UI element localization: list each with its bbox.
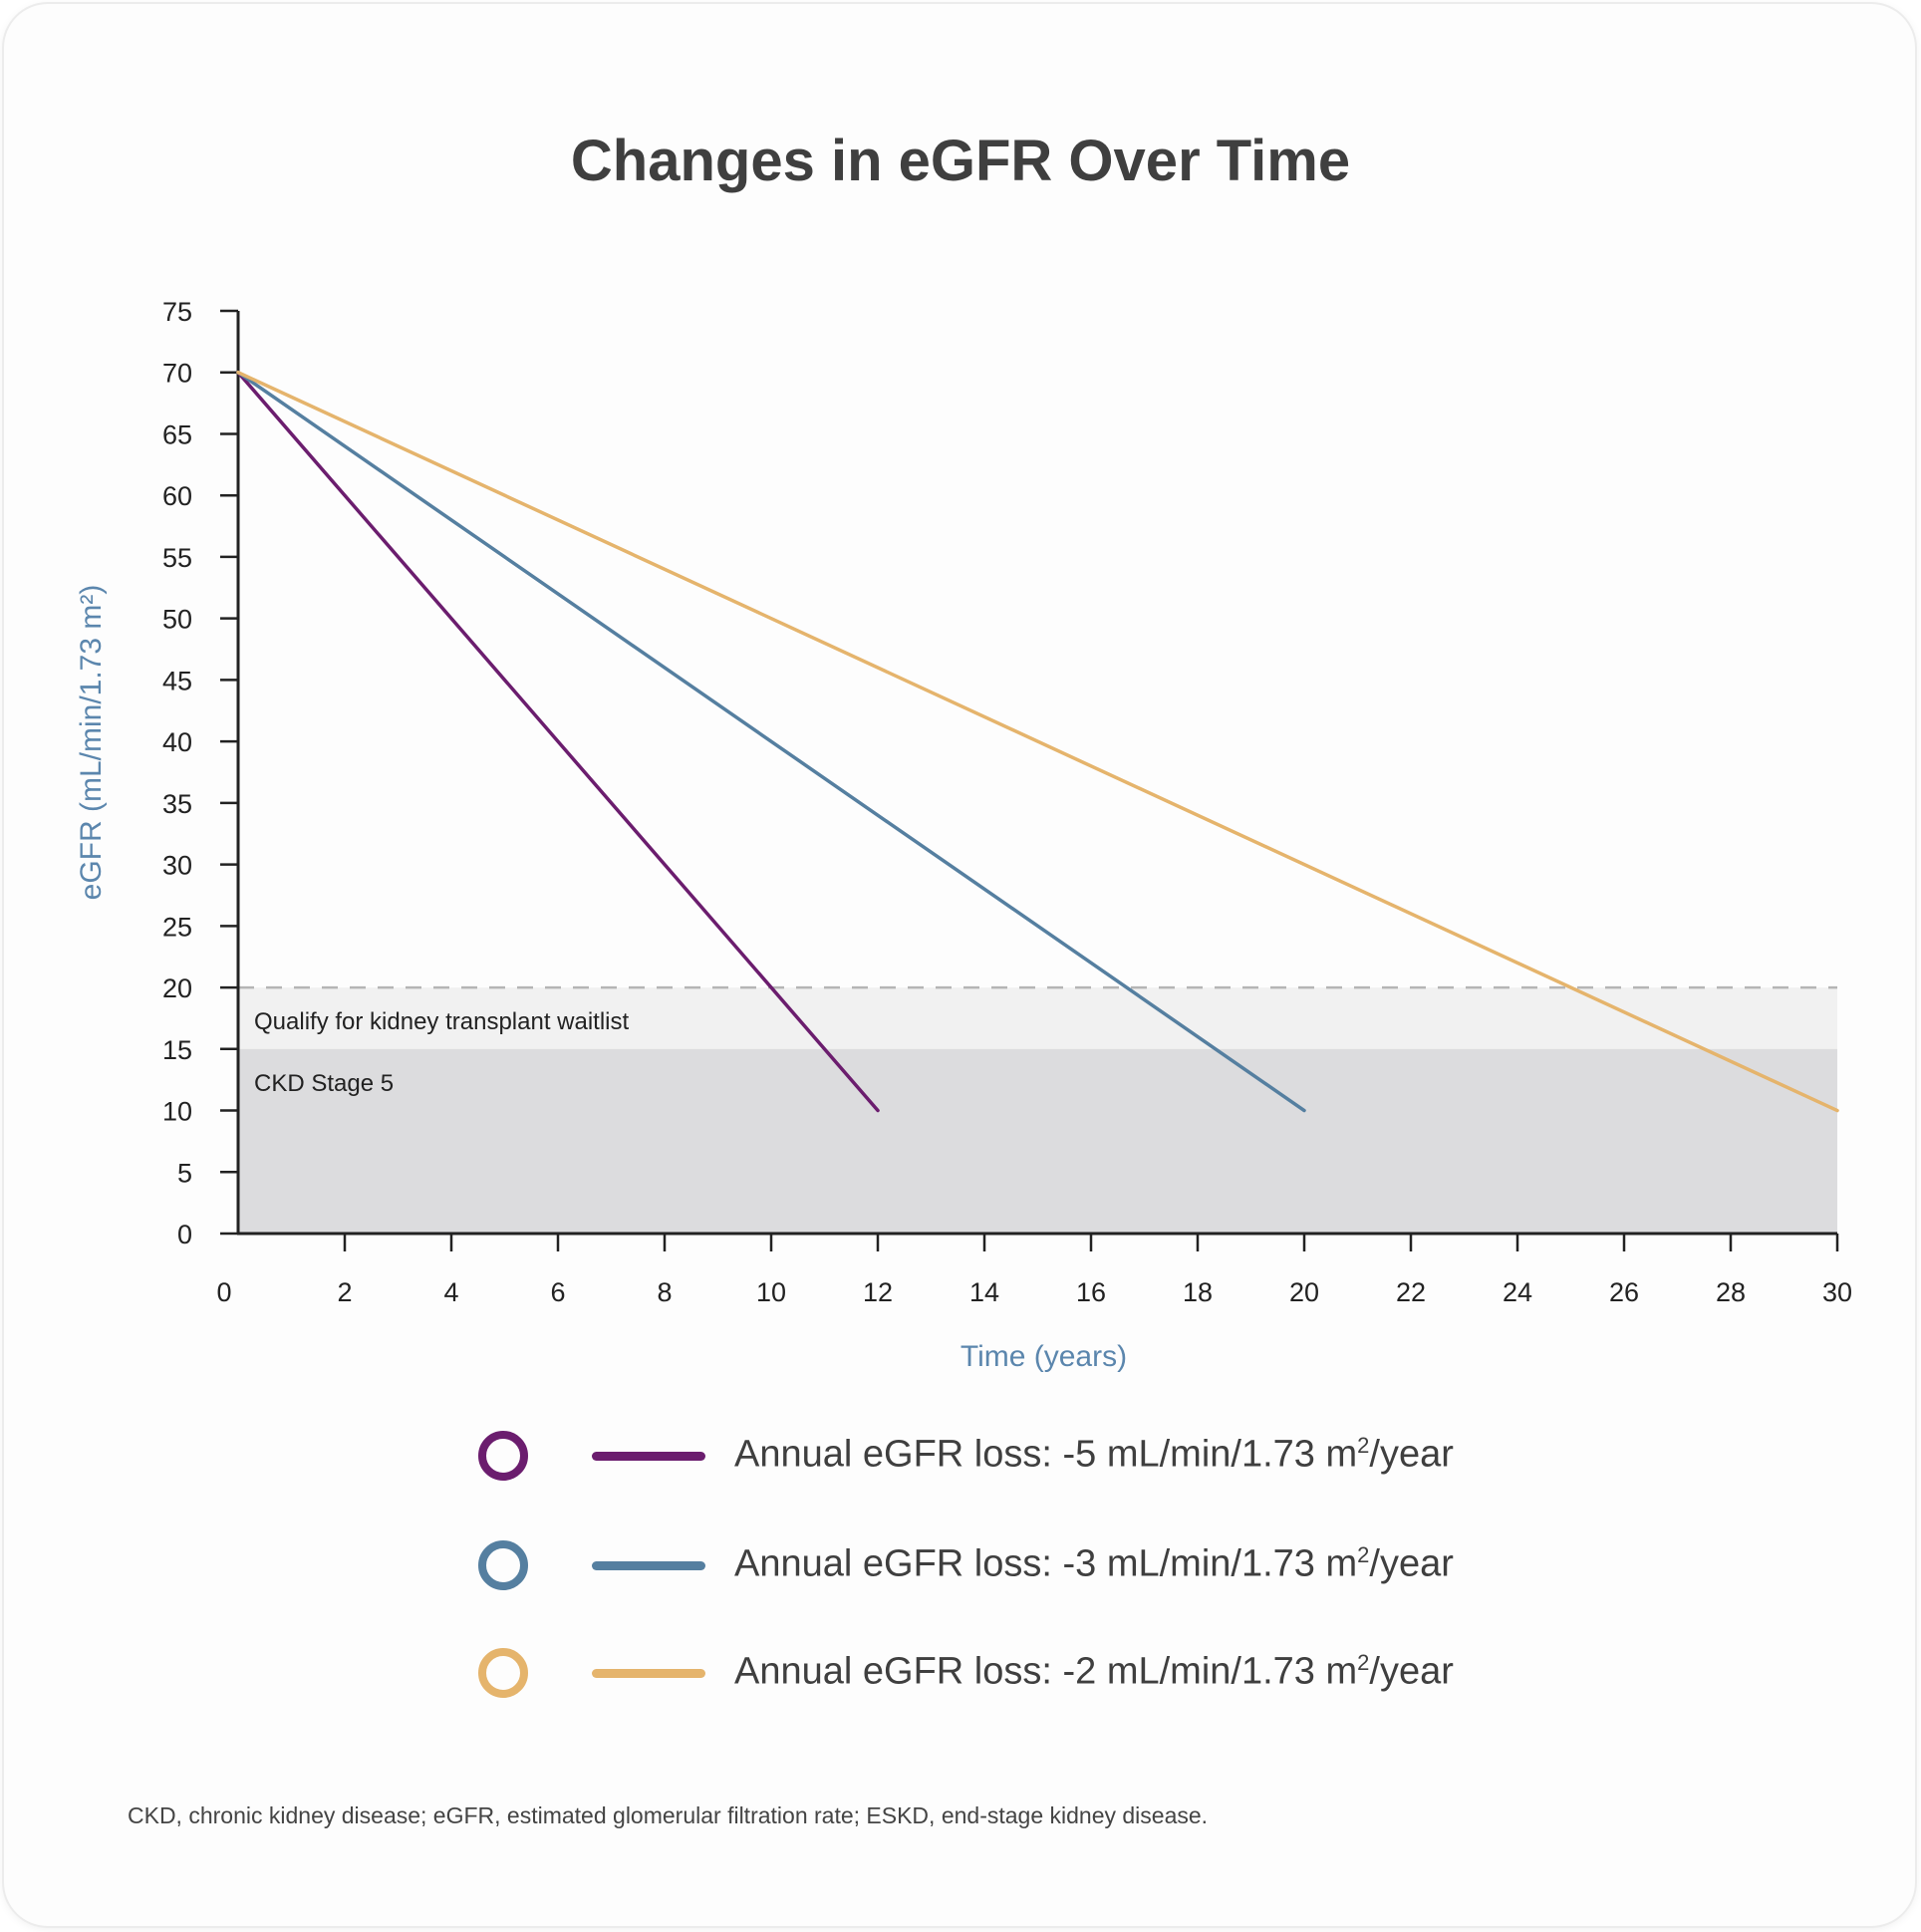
x-tick-label-4: 4 [443, 1277, 458, 1307]
legend-label-0: Annual eGFR loss: -5 mL/min/1.73 m2/year [734, 1433, 1454, 1477]
legend-marker-0 [478, 1431, 528, 1481]
x-tick-label-8: 8 [657, 1277, 672, 1307]
y-tick-label-25: 25 [162, 912, 192, 942]
x-tick-label-10: 10 [756, 1277, 786, 1307]
y-tick-label-70: 70 [162, 359, 192, 389]
y-tick-label-75: 75 [162, 297, 192, 327]
y-tick-label-15: 15 [162, 1035, 192, 1065]
x-tick-label-26: 26 [1609, 1277, 1639, 1307]
legend-label-text: Annual eGFR loss: -5 mL/min/1.73 m [734, 1433, 1358, 1476]
legend-label-unit: /year [1369, 1433, 1454, 1476]
y-tick-label-5: 5 [177, 1158, 192, 1188]
legend-swatch-0 [592, 1452, 705, 1461]
x-axis-title: Time (years) [960, 1340, 1127, 1373]
x-tick-label-0: 0 [216, 1277, 231, 1307]
y-tick-label-30: 30 [162, 851, 192, 881]
legend-marker-2 [478, 1648, 528, 1698]
legend-label-unit: /year [1369, 1650, 1454, 1693]
y-tick-label-0: 0 [177, 1220, 192, 1249]
y-tick-label-60: 60 [162, 481, 192, 511]
y-tick-label-10: 10 [162, 1097, 192, 1127]
y-tick-label-40: 40 [162, 727, 192, 757]
chart-title: Changes in eGFR Over Time [570, 129, 1351, 193]
chart-card [4, 4, 1915, 1926]
y-tick-label-55: 55 [162, 543, 192, 573]
legend-label-text: Annual eGFR loss: -3 mL/min/1.73 m [734, 1542, 1358, 1585]
x-tick-label-30: 30 [1822, 1277, 1852, 1307]
x-tick-label-18: 18 [1183, 1277, 1213, 1307]
y-tick-label-20: 20 [162, 973, 192, 1003]
x-tick-label-14: 14 [969, 1277, 999, 1307]
legend-label-superscript: 2 [1357, 1433, 1370, 1458]
footnote: CKD, chronic kidney disease; eGFR, estim… [128, 1802, 1209, 1828]
legend-swatch-2 [592, 1669, 705, 1678]
y-tick-label-65: 65 [162, 419, 192, 449]
legend-label-text: Annual eGFR loss: -2 mL/min/1.73 m [734, 1650, 1358, 1693]
series-line-1 [236, 370, 1306, 1113]
x-tick-label-22: 22 [1396, 1277, 1426, 1307]
legend-item-0: Annual eGFR loss: -5 mL/min/1.73 m2/year [0, 1423, 1921, 1503]
x-tick-label-28: 28 [1716, 1277, 1746, 1307]
legend-label-2: Annual eGFR loss: -2 mL/min/1.73 m2/year [734, 1650, 1454, 1694]
x-tick-label-12: 12 [863, 1277, 893, 1307]
y-axis-title: eGFR (mL/min/1.73 m²) [75, 585, 108, 901]
x-tick-label-16: 16 [1076, 1277, 1106, 1307]
x-tick-label-6: 6 [550, 1277, 565, 1307]
legend-label-superscript: 2 [1357, 1542, 1370, 1567]
x-tick-label-24: 24 [1503, 1277, 1532, 1307]
legend-label-superscript: 2 [1357, 1650, 1370, 1675]
y-tick-label-50: 50 [162, 605, 192, 635]
x-tick-label-20: 20 [1289, 1277, 1319, 1307]
series-line-0 [236, 370, 880, 1113]
legend-marker-1 [478, 1540, 528, 1590]
band-label-0: Qualify for kidney transplant waitlist [254, 1008, 629, 1035]
band-1 [238, 1048, 1837, 1234]
band-label-1: CKD Stage 5 [254, 1070, 394, 1097]
legend-item-2: Annual eGFR loss: -2 mL/min/1.73 m2/year [0, 1640, 1921, 1720]
series-line-2 [236, 370, 1839, 1113]
legend-swatch-1 [592, 1561, 705, 1570]
y-tick-label-45: 45 [162, 666, 192, 695]
legend-item-1: Annual eGFR loss: -3 mL/min/1.73 m2/year [0, 1532, 1921, 1612]
legend-label-1: Annual eGFR loss: -3 mL/min/1.73 m2/year [734, 1542, 1454, 1586]
y-tick-label-35: 35 [162, 789, 192, 819]
band-0 [238, 987, 1837, 1049]
x-tick-label-2: 2 [337, 1277, 352, 1307]
legend-label-unit: /year [1369, 1542, 1454, 1585]
